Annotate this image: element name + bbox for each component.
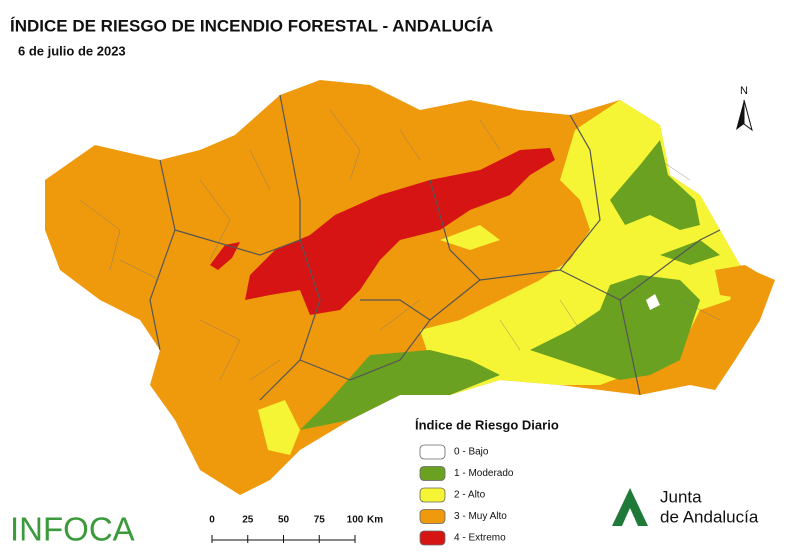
risk-area xyxy=(646,294,660,310)
scale-label: 50 xyxy=(278,515,290,526)
north-arrow: N xyxy=(736,85,753,132)
legend-swatch xyxy=(419,509,446,524)
municipal-border xyxy=(79,109,721,381)
risk-area xyxy=(300,350,500,430)
legend: Índice de Riesgo Diario 0 - Bajo 1 - Mode… xyxy=(415,417,559,546)
risk-area xyxy=(440,225,500,250)
legend-label: 4 - Extremo xyxy=(454,533,506,544)
scale-bar: 0 25 50 75 100 Km xyxy=(209,515,383,543)
legend-label: 0 - Bajo xyxy=(454,447,489,458)
legend-title: Índice de Riesgo Diario xyxy=(415,417,559,432)
legend-swatch xyxy=(419,530,446,546)
junta-logo: Junta de Andalucía xyxy=(612,487,759,528)
legend-label: 1 - Moderado xyxy=(454,468,514,479)
scale-label: 75 xyxy=(314,515,326,526)
north-label: N xyxy=(740,85,748,97)
date: 6 de julio de 2023 xyxy=(18,43,126,58)
legend-label: 2 - Alto xyxy=(454,490,486,501)
infoca-logo: INFOCA xyxy=(10,511,135,548)
scale-label: 25 xyxy=(242,515,254,526)
risk-area xyxy=(210,242,240,270)
risk-area xyxy=(610,140,700,230)
legend-swatch xyxy=(419,466,446,481)
junta-line2: de Andalucía xyxy=(660,507,759,526)
legend-swatch xyxy=(419,444,446,460)
risk-area xyxy=(700,310,760,390)
risk-area xyxy=(258,400,300,455)
scale-label: 100 xyxy=(347,515,364,526)
legend-swatch xyxy=(419,487,446,503)
risk-area xyxy=(715,265,770,300)
map xyxy=(45,80,775,495)
scale-label: 0 xyxy=(209,515,215,526)
junta-line1: Junta xyxy=(660,487,702,506)
risk-area xyxy=(245,148,555,315)
legend-label: 3 - Muy Alto xyxy=(454,511,507,522)
province-border xyxy=(149,94,721,401)
title: ÍNDICE DE RIESGO DE INCENDIO FORESTAL - … xyxy=(10,16,493,35)
scale-unit: Km xyxy=(367,515,383,526)
